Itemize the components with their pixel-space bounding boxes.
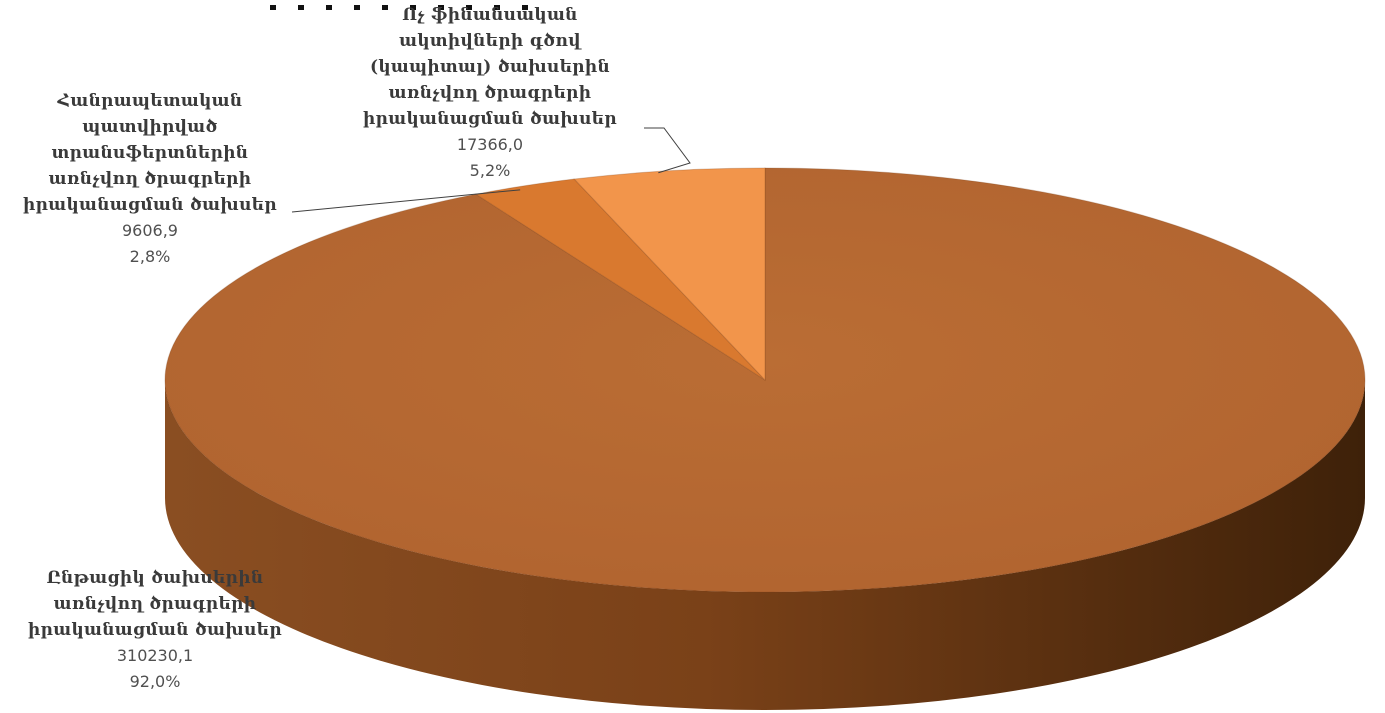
slice-label-capital-expenses: Ոչ ֆինանսական ակտիվների գծով (կապիտալ) ծ… — [340, 2, 640, 184]
slice-percent: 5,2% — [469, 161, 511, 180]
slice-value: 17366,0 — [456, 135, 524, 154]
pie-side-wall-face — [165, 380, 1365, 710]
leader-line-capital — [644, 127, 691, 174]
slice-name: Հանրապետական պատվիրված տրանսֆերտներին առ… — [23, 91, 277, 215]
clipped-top-text — [270, 0, 590, 10]
leader-line-transfers — [291, 189, 521, 213]
pie-slice-0 — [164, 167, 1366, 593]
pie-side-wall — [165, 380, 1365, 710]
pie-top-face — [164, 167, 1366, 593]
slice-value: 9606,9 — [122, 221, 178, 240]
pie-slice-2 — [573, 167, 766, 382]
slice-percent: 92,0% — [129, 672, 181, 691]
leader-lines — [291, 127, 691, 213]
slice-label-transfers: Հանրապետական պատվիրված տրանսֆերտներին առ… — [0, 88, 300, 270]
slice-value: 310230,1 — [116, 646, 194, 665]
slice-name: Ոչ ֆինանսական ակտիվների գծով (կապիտալ) ծ… — [363, 5, 617, 129]
slice-percent: 2,8% — [129, 247, 171, 266]
slice-label-current-expenses: Ընթացիկ ծախսերին առնչվող ծրագրերի իրական… — [0, 565, 310, 695]
slice-name: Ընթացիկ ծախսերին առնչվող ծրագրերի իրական… — [28, 568, 282, 640]
